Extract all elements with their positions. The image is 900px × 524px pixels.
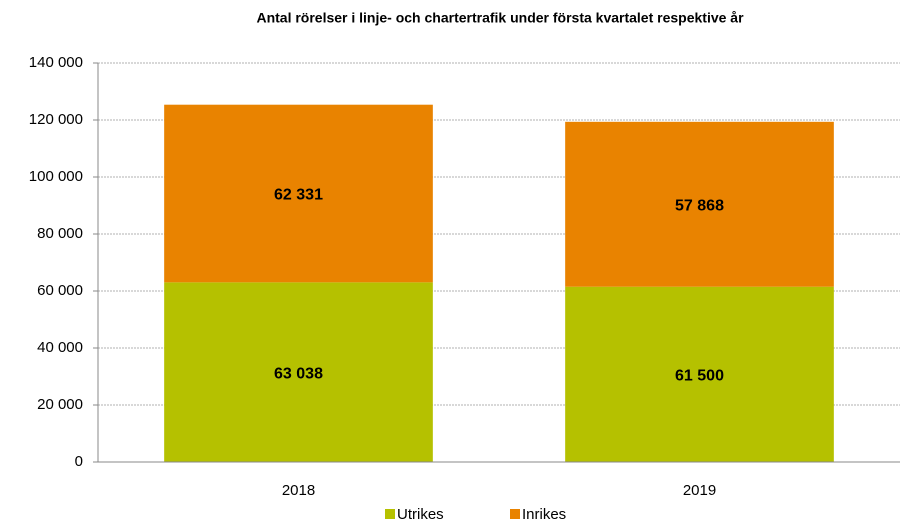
y-tick-label: 80 000	[37, 225, 83, 242]
bar-segment	[565, 121, 834, 287]
data-label: 57 868	[675, 197, 724, 214]
data-label: 62 331	[274, 187, 323, 204]
y-tick-label: 20 000	[37, 396, 83, 413]
y-tick-label: 140 000	[29, 54, 83, 71]
x-tick-label: 2019	[683, 482, 716, 499]
data-label: 61 500	[675, 368, 724, 385]
legend-label: Utrikes	[397, 506, 444, 523]
y-tick-label: 0	[75, 453, 83, 470]
y-tick-label: 100 000	[29, 168, 83, 185]
y-tick-label: 120 000	[29, 111, 83, 128]
legend-swatch	[510, 509, 520, 519]
chart-title: Antal rörelser i linje- och chartertrafi…	[256, 10, 744, 26]
y-tick-label: 40 000	[37, 339, 83, 356]
bar-segment	[164, 104, 433, 283]
y-tick-label: 60 000	[37, 282, 83, 299]
x-tick-label: 2018	[282, 482, 315, 499]
bar-segment	[164, 282, 433, 462]
bar-segment	[565, 286, 834, 462]
legend-label: Inrikes	[522, 506, 566, 523]
data-label: 63 038	[274, 365, 323, 382]
legend-swatch	[385, 509, 395, 519]
